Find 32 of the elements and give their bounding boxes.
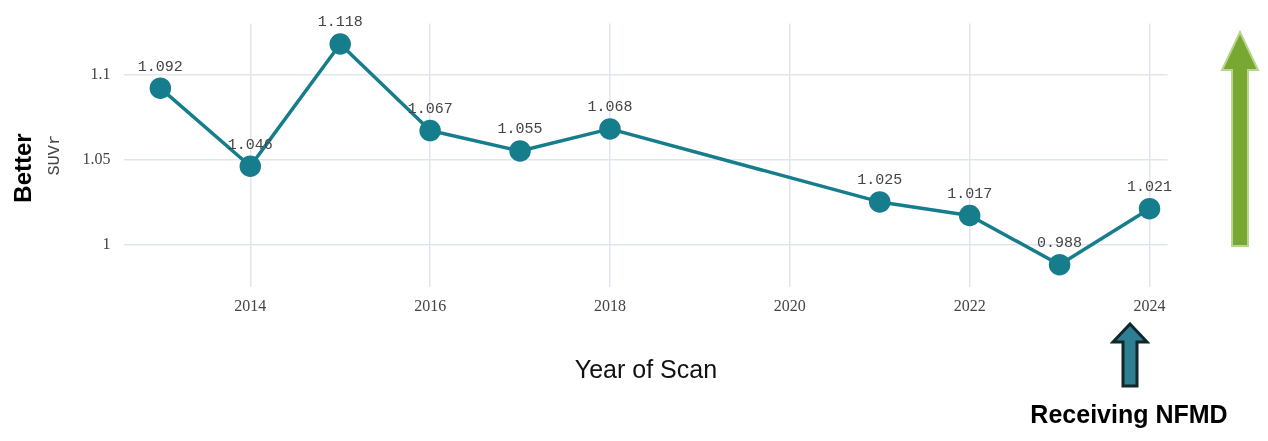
data-label: 1.092 <box>137 58 183 76</box>
point <box>239 155 262 177</box>
x-tick-label: 2014 <box>234 296 267 314</box>
x-axis-title: Year of Scan <box>574 354 718 383</box>
point <box>599 118 621 140</box>
x-tick-label: 2024 <box>1133 296 1166 314</box>
data-label: 1.055 <box>497 121 543 139</box>
y-tick-label: 1.05 <box>82 149 111 167</box>
data-label: 1.017 <box>947 185 993 203</box>
y-tick-label: 1.1 <box>90 64 111 82</box>
text: Receiving NFMD <box>1029 400 1229 429</box>
x-tick-label: 2020 <box>773 296 806 314</box>
data-label: 1.021 <box>1127 179 1173 197</box>
data-label: 1.118 <box>317 14 363 32</box>
point <box>1138 197 1161 220</box>
x-tick-label: 2016 <box>414 296 447 314</box>
point <box>509 140 531 162</box>
y-tick-label: 1 <box>102 234 111 252</box>
point <box>869 191 891 213</box>
point <box>149 77 172 99</box>
data-label: 1.068 <box>587 99 633 117</box>
y-axis-title: SUVr <box>44 134 64 176</box>
x-tick-label: 2022 <box>953 296 986 314</box>
x-tick-label: 2018 <box>593 296 626 314</box>
point <box>958 204 981 227</box>
data-label: 0.988 <box>1037 235 1083 253</box>
point <box>1048 253 1071 276</box>
point <box>329 33 351 55</box>
data-label: 1.067 <box>407 101 453 119</box>
text: Better <box>9 133 37 203</box>
point <box>419 119 441 142</box>
data-label: 1.025 <box>857 172 903 190</box>
